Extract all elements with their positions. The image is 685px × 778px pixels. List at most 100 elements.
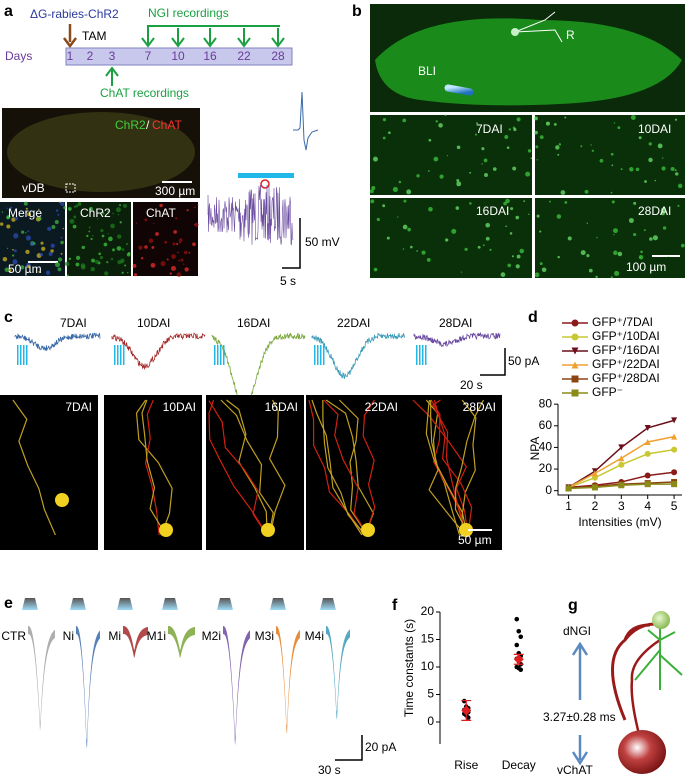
speckle [86,234,89,238]
stim-icon [70,598,86,610]
soma [459,523,473,537]
speckle [25,207,28,210]
inset-label: ChR2 [80,206,111,220]
y-tick-label: 0 [545,483,552,497]
speckle [107,232,109,235]
scale-label: 50 µm [458,533,492,547]
dendrite [220,399,274,536]
dendrite [362,399,376,536]
traces: CTR Ni Mi M1i M2i M3i M4i [1,598,350,749]
speckle [66,274,69,277]
micrograph [0,395,98,550]
stim-icon [22,598,38,610]
speckle [45,270,51,275]
speckle [484,173,488,177]
speckle [9,206,13,209]
speckle [150,262,156,268]
current-trace [276,626,300,734]
speckle [564,116,567,119]
inset-label: Merge [8,206,42,220]
speckle [20,265,25,270]
speckle [510,207,514,211]
speckle [464,247,468,251]
speckle [64,261,70,267]
speckle [171,265,176,271]
dendrite [226,399,268,536]
speckle [135,222,138,224]
speckle [188,251,191,254]
image-label: 10DAI [638,122,671,136]
image-label: 10DAI [163,400,196,414]
speckle [549,200,551,203]
scale-label: 5 s [280,274,296,288]
speckle [620,168,623,171]
speckle [456,179,460,182]
speckle [194,206,196,209]
speckle [11,254,15,257]
speckle [8,268,12,273]
speckle [57,257,63,262]
day-label: 10 [171,49,185,63]
data-point [671,469,678,476]
speckle [590,144,592,146]
speckle [152,222,155,225]
speckle [80,264,86,270]
speckle [657,143,663,149]
soma [261,523,275,537]
speckle [485,222,491,228]
dendrite [12,399,56,536]
speckle [662,226,667,230]
mean-marker [513,654,524,665]
speckle [586,222,588,224]
speckle [407,227,411,232]
speckle [38,271,41,273]
cell [511,28,519,36]
speckle [172,257,175,259]
speckle [485,236,490,241]
speckle [6,224,11,229]
x-tick-label: Decay [502,758,536,772]
speckle [546,122,548,124]
speckle [75,262,80,267]
speckle [47,226,52,231]
current-trace [76,626,100,749]
dendrite [323,399,369,536]
y-tick-label: 20 [421,604,435,618]
speckle [533,116,538,121]
speckle [512,166,517,171]
speckle [483,158,488,163]
speckle [555,145,560,150]
speckle [60,236,63,239]
trace-label: M1i [147,629,166,643]
r-label: R [566,28,575,42]
current-trace [168,626,195,659]
legend-label: GFP⁺/22DAI [592,357,660,371]
speckle [535,145,539,149]
data-point [514,616,520,622]
micrograph [0,202,65,276]
speckle [630,115,636,120]
current-trace [223,626,250,746]
speckle [662,157,664,159]
speckle [638,136,642,140]
speckle [382,118,387,122]
panel-label: c [4,309,13,326]
dendrite [338,399,368,536]
speckle [613,122,616,124]
speckle [151,246,155,249]
stim-icon [162,598,178,610]
speckle [172,242,176,246]
speckle [482,244,485,247]
speckle [132,263,137,268]
speckle [50,243,55,248]
speckle [382,204,386,208]
speckle [539,262,543,266]
roi [65,183,76,193]
arrow [63,37,77,49]
dendrite [431,399,467,536]
stain-label: ChR2 [115,118,146,132]
speckle [633,201,637,205]
speckle [180,258,184,262]
trace-label: M2i [202,629,221,643]
data-point [671,417,678,424]
